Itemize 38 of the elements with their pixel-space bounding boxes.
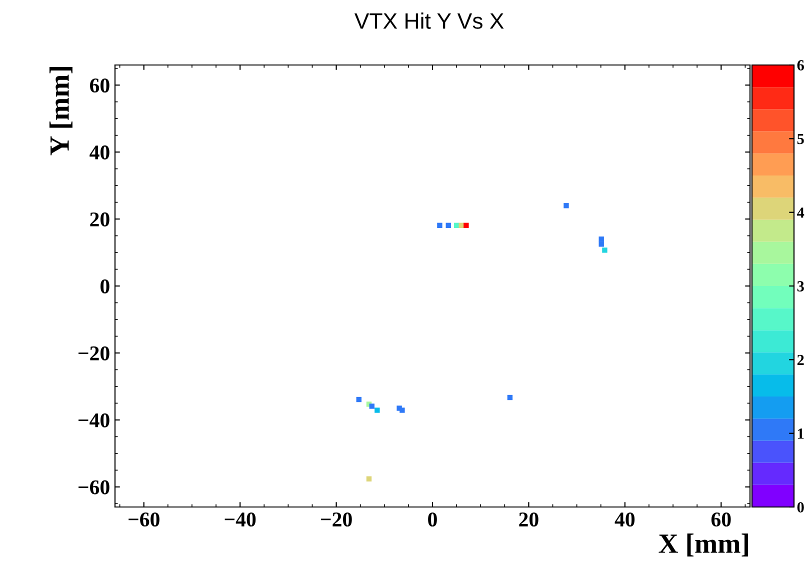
x-tick-label: −40: [224, 512, 256, 527]
x-tick-label: 60: [711, 512, 731, 527]
point: [446, 222, 451, 228]
point: [598, 236, 604, 242]
y-tick-label: −60: [78, 480, 110, 494]
y-tick-label: 60: [90, 78, 110, 93]
point: [366, 476, 372, 482]
x-tick-label: 0: [428, 512, 437, 527]
point: [356, 396, 362, 402]
color-bar-label: 0: [797, 502, 804, 512]
y-tick-label: 40: [90, 145, 110, 160]
point: [602, 248, 608, 253]
x-axis-title: X [mm]: [658, 534, 748, 557]
color-bar-label: 5: [797, 134, 804, 144]
point: [507, 394, 513, 400]
point: [454, 222, 460, 228]
color-bar-label: 4: [796, 208, 804, 218]
point: [400, 408, 405, 413]
x-tick-label: 20: [519, 512, 538, 527]
y-axis-title: Y [mm]: [49, 67, 72, 156]
x-tick-label: −60: [128, 512, 160, 527]
point: [437, 222, 442, 228]
color-bar-label: 6: [797, 60, 804, 70]
point: [464, 222, 469, 228]
y-tick-label: 0: [100, 279, 110, 294]
y-tick-label: −20: [78, 346, 110, 360]
point: [564, 203, 569, 208]
chart-title: VTX Hit Y Vs X: [354, 12, 504, 29]
point: [598, 242, 604, 247]
x-tick-label: −20: [321, 512, 352, 527]
point: [369, 404, 374, 409]
y-tick-label: −40: [78, 413, 110, 428]
color-bar-label: 1: [798, 428, 804, 439]
x-tick-label: 40: [614, 512, 635, 527]
point: [374, 408, 380, 413]
y-tick-label: 20: [90, 212, 110, 226]
color-bar-label: 3: [797, 281, 804, 292]
color-bar-label: 2: [797, 354, 804, 365]
